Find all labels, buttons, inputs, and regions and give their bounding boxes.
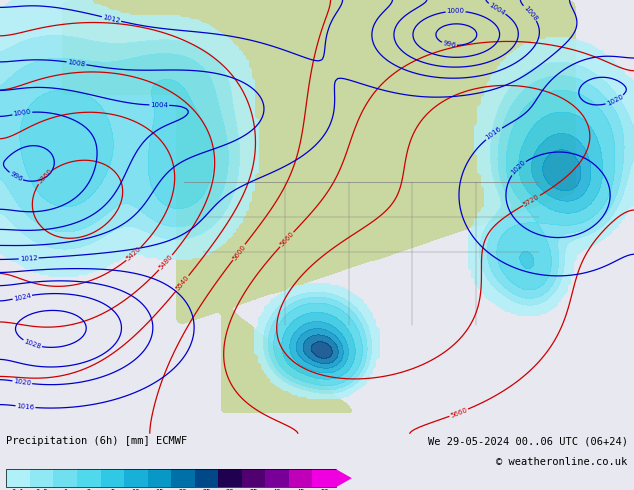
- Bar: [218, 469, 242, 487]
- Text: 5360: 5360: [36, 168, 53, 185]
- Bar: [124, 469, 148, 487]
- Text: 1016: 1016: [485, 126, 503, 141]
- Text: 5660: 5660: [278, 231, 295, 248]
- Bar: [171, 469, 195, 487]
- Text: We 29-05-2024 00..06 UTC (06+24): We 29-05-2024 00..06 UTC (06+24): [428, 437, 628, 446]
- Bar: [77, 469, 101, 487]
- Text: 1028: 1028: [23, 339, 42, 350]
- Text: 5660: 5660: [450, 407, 468, 419]
- Text: 1020: 1020: [510, 159, 527, 176]
- Text: 996: 996: [9, 171, 23, 183]
- Text: © weatheronline.co.uk: © weatheronline.co.uk: [496, 457, 628, 467]
- Text: Precipitation (6h) [mm] ECMWF: Precipitation (6h) [mm] ECMWF: [6, 437, 188, 446]
- Bar: [242, 469, 266, 487]
- Text: 1008: 1008: [522, 4, 538, 22]
- Text: 1008: 1008: [67, 59, 86, 68]
- Text: 1000: 1000: [446, 8, 465, 14]
- Bar: [101, 469, 124, 487]
- Text: 5540: 5540: [174, 274, 190, 292]
- Bar: [30, 469, 53, 487]
- Bar: [195, 469, 218, 487]
- Text: 1016: 1016: [16, 403, 35, 411]
- Bar: [53, 469, 77, 487]
- Text: 5480: 5480: [157, 254, 174, 271]
- Polygon shape: [336, 469, 352, 487]
- Text: 1024: 1024: [13, 293, 32, 302]
- Text: 1020: 1020: [605, 94, 624, 107]
- Text: 1012: 1012: [20, 255, 38, 262]
- Bar: [313, 469, 336, 487]
- Text: 1020: 1020: [13, 378, 32, 387]
- Bar: [266, 469, 289, 487]
- Text: 1012: 1012: [102, 14, 121, 24]
- Text: 5600: 5600: [231, 244, 247, 261]
- Text: 1004: 1004: [488, 1, 507, 16]
- Bar: [289, 469, 313, 487]
- Text: 5420: 5420: [126, 246, 143, 262]
- Text: 5720: 5720: [522, 194, 541, 208]
- Text: 1004: 1004: [150, 102, 168, 108]
- Bar: [6, 469, 336, 487]
- Text: 1000: 1000: [13, 109, 32, 118]
- Bar: [148, 469, 171, 487]
- Bar: [6, 469, 30, 487]
- Text: 996: 996: [442, 40, 456, 49]
